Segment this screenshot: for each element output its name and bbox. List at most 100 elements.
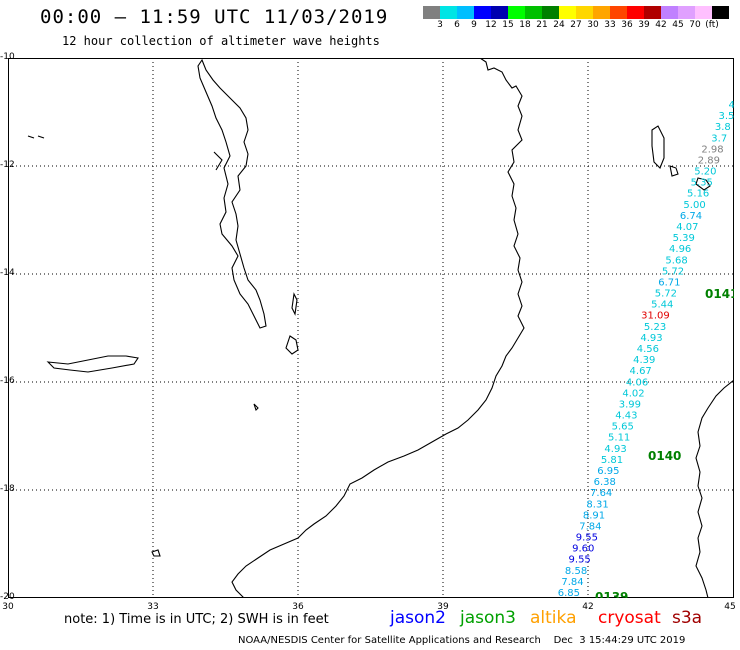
lon-label: 42	[582, 602, 594, 612]
color-scale-label: (ft)	[705, 20, 719, 30]
footer-credit: NOAA/NESDIS Center for Satellite Applica…	[238, 635, 686, 646]
color-swatch	[457, 6, 474, 19]
color-scale-label: 42	[655, 20, 667, 30]
color-scale-label: 30	[587, 20, 599, 30]
wave-height-value: 5.39	[673, 233, 695, 244]
color-scale-label: 39	[638, 20, 650, 30]
wave-height-value: 5.20	[694, 167, 716, 178]
coastlines	[27, 58, 734, 598]
color-scale-label: 9	[471, 20, 477, 30]
color-scale-label: 3	[437, 20, 443, 30]
wave-height-value: 7.84	[579, 522, 601, 533]
wave-height-value: 5.23	[644, 322, 666, 333]
graticule	[8, 58, 734, 598]
pass-labels: 0141 0140 0139	[595, 287, 734, 598]
pass-label-0139: 0139	[595, 590, 628, 598]
lon-label: 45	[724, 602, 736, 612]
color-swatch	[474, 6, 491, 19]
wave-height-value: 5.16	[687, 189, 709, 200]
legend-jason2: jason2	[390, 608, 446, 628]
lat-label: -18	[0, 484, 15, 494]
wave-height-value: 31.09	[641, 311, 670, 322]
wave-height-value: 3.5	[718, 111, 734, 122]
color-scale-label: 33	[604, 20, 616, 30]
map-canvas: 4.3.53.83.72.982.895.205.355.165.006.74 4…	[8, 58, 734, 598]
lat-label: -16	[0, 376, 15, 386]
color-scale-label: 18	[519, 20, 531, 30]
wave-height-value: 6.38	[594, 477, 616, 488]
color-swatch	[610, 6, 627, 19]
wave-height-value: 6.95	[597, 466, 619, 477]
wave-height-value: 3.8	[715, 122, 731, 133]
color-scale-label: 36	[621, 20, 633, 30]
wave-height-value: 5.11	[608, 433, 630, 444]
color-swatch	[644, 6, 661, 19]
color-swatch	[559, 6, 576, 19]
lat-label: -12	[0, 160, 15, 170]
wave-height-value: 3.99	[619, 400, 641, 411]
color-swatch	[491, 6, 508, 19]
legend-jason3: jason3	[460, 608, 516, 628]
lat-label: -20	[0, 592, 15, 602]
color-swatch	[593, 6, 610, 19]
wave-height-value: 5.68	[665, 255, 687, 266]
wave-height-value: 8.91	[583, 510, 605, 521]
lon-label: 33	[147, 602, 159, 612]
wave-height-value: 5.44	[651, 300, 673, 311]
color-scale-labels: 3 6 9 12 15 18 21 24 27 30 33 36 39 42 45 70 (ft)	[423, 19, 729, 33]
color-swatch	[508, 6, 525, 19]
color-swatch	[661, 6, 678, 19]
color-swatch	[695, 6, 712, 19]
legend-altika: altika	[530, 608, 577, 628]
wave-height-value: 4.93	[604, 444, 626, 455]
wave-height-value: 4.06	[626, 377, 648, 388]
wave-height-value: 7.84	[561, 577, 583, 588]
altimeter-track: 4.3.53.83.72.982.895.205.355.165.006.74 4…	[558, 100, 734, 598]
color-scale-label: 45	[672, 20, 684, 30]
pass-label-0141: 0141	[705, 287, 734, 301]
color-scale-label: 24	[553, 20, 565, 30]
color-swatch	[712, 6, 729, 19]
color-scale-label: 15	[502, 20, 514, 30]
wave-height-value: 9.55	[576, 533, 598, 544]
wave-height-value: 7.64	[590, 488, 612, 499]
wave-height-value: 6.74	[680, 211, 702, 222]
wave-height-value: 8.58	[565, 566, 587, 577]
wave-height-value: 3.7	[711, 133, 727, 144]
wave-height-value: 6.85	[558, 588, 580, 598]
wave-height-value: 5.65	[612, 422, 634, 433]
lat-label: -10	[0, 52, 15, 62]
wave-height-value: 2.98	[701, 144, 723, 155]
color-swatch	[525, 6, 542, 19]
wave-height-value: 4.96	[669, 244, 691, 255]
wave-height-value: 4.93	[640, 333, 662, 344]
color-swatch	[627, 6, 644, 19]
color-scale-label: 12	[485, 20, 497, 30]
color-swatch	[576, 6, 593, 19]
lat-label: -14	[0, 268, 15, 278]
lon-label: 39	[437, 602, 449, 612]
wave-height-value: 2.89	[698, 156, 720, 167]
legend-cryosat: cryosat	[598, 608, 661, 628]
pass-label-0140: 0140	[648, 449, 681, 463]
wave-height-value: 9.55	[569, 555, 591, 566]
color-scale-label: 70	[689, 20, 701, 30]
wave-height-value: 4.02	[622, 388, 644, 399]
wave-height-value: 5.00	[683, 200, 705, 211]
color-scale-label: 21	[536, 20, 548, 30]
wave-height-value: 6.71	[658, 278, 680, 289]
color-scale-label: 6	[454, 20, 460, 30]
wave-height-value: 4.	[728, 100, 734, 111]
color-swatch	[542, 6, 559, 19]
wave-height-value: 5.81	[601, 455, 623, 466]
wave-height-value: 4.67	[630, 366, 652, 377]
wave-height-value: 5.72	[662, 266, 684, 277]
color-scale-swatches	[423, 6, 729, 19]
lon-label: 30	[2, 602, 14, 612]
wave-height-value: 5.72	[655, 289, 677, 300]
map-frame	[8, 58, 734, 598]
color-swatch	[678, 6, 695, 19]
note-text: note: 1) Time is in UTC; 2) SWH is in fe…	[64, 612, 329, 627]
color-scale: 3 6 9 12 15 18 21 24 27 30 33 36 39 42 45 70 (ft)	[423, 6, 729, 33]
wave-height-value: 5.35	[691, 178, 713, 189]
